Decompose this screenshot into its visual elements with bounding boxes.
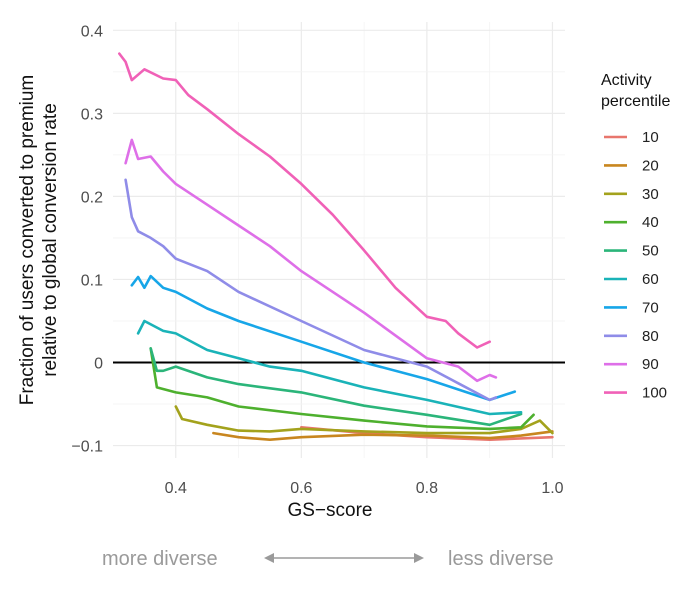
y-tick-label: 0.4 xyxy=(81,23,103,40)
grid xyxy=(113,22,565,458)
legend-title-line-1: Activity xyxy=(601,72,652,89)
arrow-head-right xyxy=(414,553,424,563)
double-arrow-icon xyxy=(264,553,424,563)
y-tick-label: −0.1 xyxy=(71,439,103,456)
series-lines xyxy=(118,52,554,442)
y-axis-ticks: −0.1 0 0.1 0.2 0.3 0.4 xyxy=(71,23,103,455)
y-axis-title: Fraction of users converted to premium r… xyxy=(17,75,61,406)
x-tick-label: 0.8 xyxy=(416,480,438,497)
legend-label-10: 10 xyxy=(642,129,659,146)
legend-label-80: 80 xyxy=(642,328,659,345)
more-diverse-label: more diverse xyxy=(102,548,218,570)
y-tick-label: 0.1 xyxy=(81,272,103,289)
legend-label-100: 100 xyxy=(642,385,667,402)
legend-label-60: 60 xyxy=(642,271,659,288)
y-tick-label: 0.3 xyxy=(81,106,103,123)
legend-label-50: 50 xyxy=(642,243,659,260)
series-line-80 xyxy=(124,178,498,402)
legend-label-20: 20 xyxy=(642,157,659,174)
y-tick-label: 0 xyxy=(94,355,103,372)
y-axis-title-line-1: Fraction of users converted to premium xyxy=(17,75,38,406)
legend-label-90: 90 xyxy=(642,356,659,373)
series-line-30 xyxy=(174,405,554,435)
series-line-60 xyxy=(136,319,523,416)
less-diverse-label: less diverse xyxy=(448,548,554,570)
series-line-90 xyxy=(124,138,498,383)
diversity-direction: more diverse less diverse xyxy=(102,548,554,570)
y-tick-label: 0.2 xyxy=(81,189,103,206)
series-line-20 xyxy=(212,430,554,442)
legend-label-70: 70 xyxy=(642,299,659,316)
series-line-100 xyxy=(118,52,492,349)
x-tick-label: 1.0 xyxy=(541,480,563,497)
x-axis-ticks: 0.4 0.6 0.8 1.0 xyxy=(165,480,564,497)
arrow-head-left xyxy=(264,553,274,563)
x-tick-label: 0.6 xyxy=(290,480,312,497)
series-line-40 xyxy=(149,347,535,431)
legend-label-30: 30 xyxy=(642,186,659,203)
legend-label-40: 40 xyxy=(642,214,659,231)
series-line-70 xyxy=(130,274,517,402)
x-axis-title: GS−score xyxy=(287,500,372,521)
series-line-50 xyxy=(149,347,523,427)
legend-title-line-2: percentile xyxy=(601,93,670,110)
x-tick-label: 0.4 xyxy=(165,480,187,497)
legend: Activity percentile 10 20 30 40 50 60 70 80 90 10… xyxy=(601,72,670,402)
y-axis-title-line-2: relative to global conversion rate xyxy=(40,103,61,377)
